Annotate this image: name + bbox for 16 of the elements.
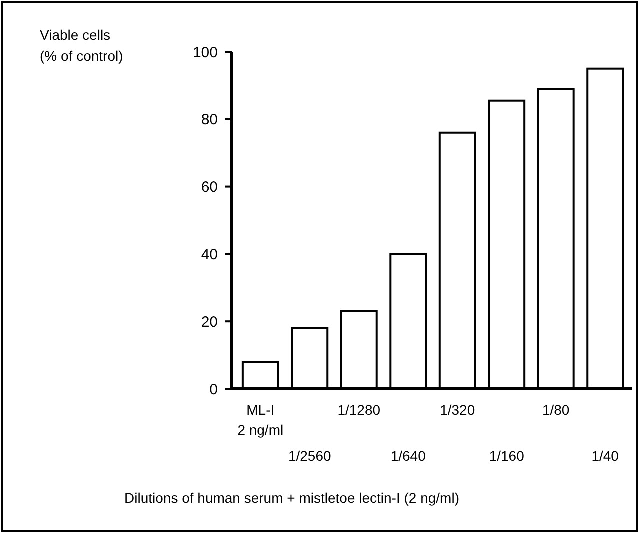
y-tick-label: 80 bbox=[201, 112, 218, 129]
x-tick-label: 1/320 bbox=[440, 402, 476, 418]
x-axis-title: Dilutions of human serum + mistletoe lectin-I (2 ng/ml) bbox=[124, 490, 460, 506]
y-tick-label: 60 bbox=[201, 179, 218, 196]
x-tick-label: 1/2560 bbox=[288, 448, 332, 464]
y-tick-label: 100 bbox=[192, 44, 218, 62]
y-tick-label: 0 bbox=[210, 381, 218, 398]
x-tick-label: ML-I 2 ng/ml bbox=[238, 402, 284, 438]
y-tick-label: 40 bbox=[201, 246, 218, 264]
x-tick-label: 1/160 bbox=[489, 448, 525, 464]
y-tick-label: 20 bbox=[201, 314, 218, 331]
x-tick-label: 1/1280 bbox=[338, 402, 381, 418]
x-tick-label: 1/80 bbox=[542, 402, 570, 418]
x-tick-label: 1/40 bbox=[592, 448, 620, 464]
x-tick-label: 1/640 bbox=[390, 448, 426, 464]
y-axis-title: Viable cells (% of control) bbox=[40, 27, 124, 64]
